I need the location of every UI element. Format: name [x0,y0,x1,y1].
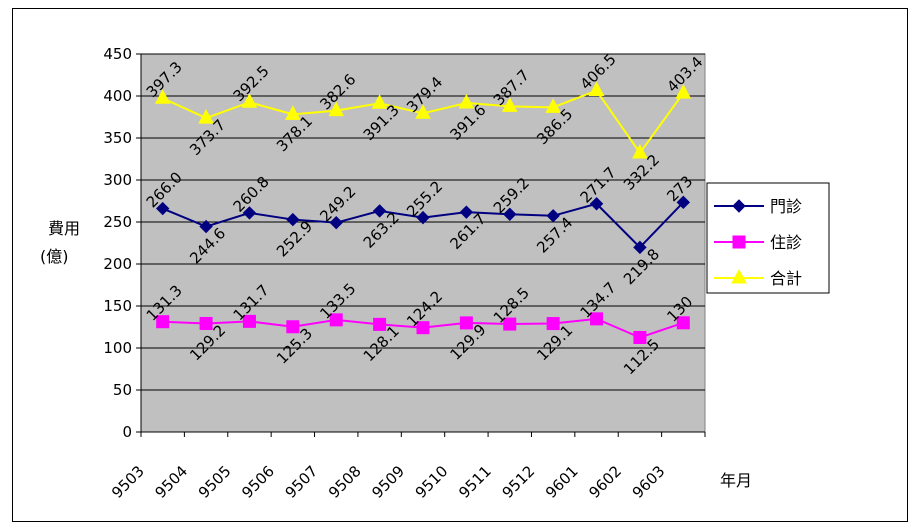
y-tick-label: 400 [103,87,132,105]
x-tick-label: 9602 [585,462,625,502]
y-tick-label: 150 [103,297,132,315]
x-tick-label: 9603 [629,462,669,502]
data-point [242,314,256,328]
series-group [154,81,692,344]
data-point [199,316,213,330]
data-point [371,94,388,109]
data-point [286,320,300,334]
data-point [732,235,746,249]
data-point [589,197,604,211]
data-point [416,210,430,225]
x-tick-label: 9601 [542,462,582,502]
y-axis-title-line-2: (億) [40,247,69,266]
x-tick-label: 9511 [455,462,495,502]
data-point [372,204,387,218]
x-tick-label: 9505 [195,462,235,502]
legend-box [706,182,830,294]
x-tick-label: 9507 [282,462,322,502]
data-point [328,101,345,117]
data-point [416,321,430,335]
data-point [588,81,605,97]
data-point [676,195,691,210]
data-point [503,317,517,331]
data-point [501,97,518,112]
y-tick-label: 300 [103,171,132,189]
data-point [633,331,647,344]
data-point [241,93,258,108]
legend-entry: 合計 [770,269,802,288]
data-point [459,316,473,330]
x-axis-ticks: 9503 9504 9505 9506 9507 9508 9509 9510 9511 9512… [108,432,706,502]
data-point [373,317,387,331]
data-point [732,199,746,213]
data-point [545,98,561,113]
y-axis-title-line-1: 費用 [48,219,80,238]
y-tick-label: 100 [103,339,132,357]
data-point [329,313,343,327]
data-point [546,317,560,331]
data-point [155,201,170,216]
data-point [199,219,213,234]
data-point [156,315,170,329]
y-tick-label: 450 [103,45,132,63]
y-tick-label: 0 [122,423,132,441]
data-point [286,212,300,227]
data-point [590,312,604,326]
x-tick-label: 9504 [151,462,191,502]
y-axis-ticks: 0 50 100 150 200 250 300 350 400 450 [103,45,141,441]
y-tick-label: 350 [103,129,132,147]
data-point [285,105,301,120]
x-tick-label: 9512 [499,462,539,502]
y-tick-label: 50 [113,381,132,399]
data-point [632,143,648,159]
data-point [415,104,431,119]
data-point [458,94,475,109]
data-point [546,209,560,223]
x-tick-label: 9509 [368,462,408,502]
data-point [503,207,517,221]
y-tick-label: 200 [103,255,132,273]
legend-entry: 住診 [770,233,802,252]
data-point [154,89,171,104]
legend-entry: 門診 [770,197,802,216]
data-point [198,109,214,124]
data-point [633,240,647,255]
gridlines [140,53,705,433]
data-point [676,316,690,330]
y-tick-label: 250 [103,213,132,231]
data-point [329,215,343,230]
x-tick-label: 9506 [238,462,278,502]
data-point [731,268,747,284]
x-tick-label: 9508 [325,462,365,502]
data-point [459,205,474,219]
x-tick-label: 9503 [108,462,148,502]
data-point [675,84,692,99]
data-point [242,206,257,220]
x-axis-title: 年月 [720,471,752,490]
x-tick-label: 9510 [412,462,452,502]
